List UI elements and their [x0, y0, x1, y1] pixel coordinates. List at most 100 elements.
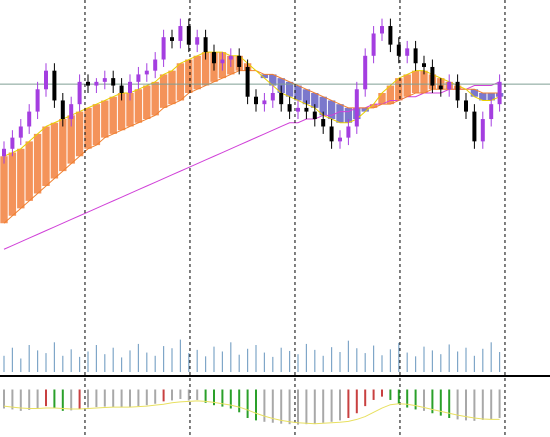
- candle-body: [69, 104, 74, 120]
- candle-body: [237, 55, 242, 67]
- volume-bar: [465, 347, 467, 372]
- candle-body: [480, 119, 485, 142]
- candle-body: [203, 37, 208, 53]
- volume-bar: [179, 339, 181, 372]
- candle-body: [119, 85, 124, 93]
- candle-body: [212, 52, 216, 64]
- volume-bar: [280, 347, 282, 372]
- volume-bar: [347, 340, 349, 372]
- volume-bar: [53, 342, 55, 372]
- candle-body: [44, 70, 48, 90]
- candle-body: [329, 126, 334, 142]
- volume-bar: [70, 349, 72, 372]
- signal-line: [3, 400, 500, 425]
- candle-body: [60, 100, 65, 120]
- candle-body: [245, 66, 250, 97]
- volume-bar: [28, 345, 30, 372]
- candle-body: [354, 89, 359, 127]
- volume-bar: [79, 356, 81, 372]
- candle-body: [262, 100, 267, 105]
- candle-body: [489, 104, 494, 120]
- candle-body: [111, 78, 116, 86]
- volume-bar: [263, 352, 265, 372]
- candle-body: [86, 81, 90, 86]
- candle-body: [195, 37, 200, 45]
- volume-bar: [163, 346, 165, 372]
- candle-body: [321, 119, 326, 127]
- volume-bar: [188, 353, 190, 372]
- candle-body: [430, 66, 435, 86]
- volume-bar: [213, 346, 215, 372]
- volume-bar: [230, 342, 232, 372]
- volume-bar: [423, 346, 425, 372]
- volume-bar: [473, 355, 475, 372]
- volume-bar: [205, 356, 207, 372]
- volume-bar: [431, 350, 433, 372]
- candle-body: [270, 93, 275, 101]
- candle-body: [455, 81, 460, 101]
- candle-body: [438, 85, 443, 90]
- volume-bar: [247, 348, 249, 372]
- candle-body: [254, 96, 258, 105]
- candle-body: [380, 26, 384, 34]
- volume-bar: [196, 349, 198, 372]
- volume-bar: [389, 349, 391, 372]
- candle-body: [35, 89, 40, 112]
- ma-fast-line: [3, 51, 500, 157]
- volume-bar: [297, 354, 299, 372]
- volume-bar: [406, 352, 408, 372]
- volume-bar: [95, 345, 97, 372]
- candle-body: [338, 137, 342, 142]
- candle-body: [186, 26, 191, 45]
- candle-body: [102, 78, 107, 82]
- volume-bar: [364, 353, 366, 372]
- volume-bar: [305, 343, 307, 372]
- candle-body: [279, 93, 284, 105]
- ma-mid-line: [3, 70, 500, 224]
- candle-body: [497, 81, 502, 105]
- volume-bar: [373, 345, 375, 372]
- candle-body: [52, 70, 57, 101]
- volume-bar: [20, 358, 22, 372]
- candle-body: [153, 59, 158, 71]
- volume-bar: [339, 352, 341, 372]
- candle-body: [447, 81, 452, 90]
- candle-body: [422, 63, 426, 67]
- candle-body: [371, 33, 376, 56]
- volume-bar: [289, 350, 291, 372]
- volume-bar: [440, 354, 442, 372]
- volume-bar: [171, 348, 173, 372]
- volume-bar: [3, 355, 5, 372]
- volume-bar: [331, 347, 333, 372]
- candle-body: [136, 74, 141, 82]
- volume-bar: [221, 351, 223, 372]
- candle-body: [178, 26, 183, 41]
- candle-body: [2, 148, 6, 157]
- volume-bar: [457, 351, 459, 372]
- candle-body: [296, 107, 300, 112]
- candle-body: [363, 55, 368, 90]
- volume-bar: [87, 351, 89, 372]
- candle-body: [396, 44, 401, 56]
- volume-bar: [104, 354, 106, 372]
- candle-body: [220, 59, 225, 64]
- candle-body: [405, 48, 410, 56]
- volume-bar: [154, 355, 156, 372]
- candle-body: [94, 81, 99, 86]
- volume-bar: [112, 347, 114, 372]
- volume-bar: [482, 348, 484, 372]
- ma-slow-line: [3, 81, 500, 250]
- candle-body: [464, 100, 468, 112]
- volume-bar: [499, 352, 501, 372]
- volume-bar: [137, 343, 139, 372]
- volume-bar: [356, 348, 358, 372]
- candle-body: [346, 126, 351, 138]
- candle-body: [10, 137, 15, 149]
- volume-bar: [272, 356, 274, 372]
- candle-body: [312, 111, 317, 120]
- candle-body: [18, 126, 23, 138]
- candle-body: [77, 81, 82, 105]
- volume-bar: [314, 349, 316, 372]
